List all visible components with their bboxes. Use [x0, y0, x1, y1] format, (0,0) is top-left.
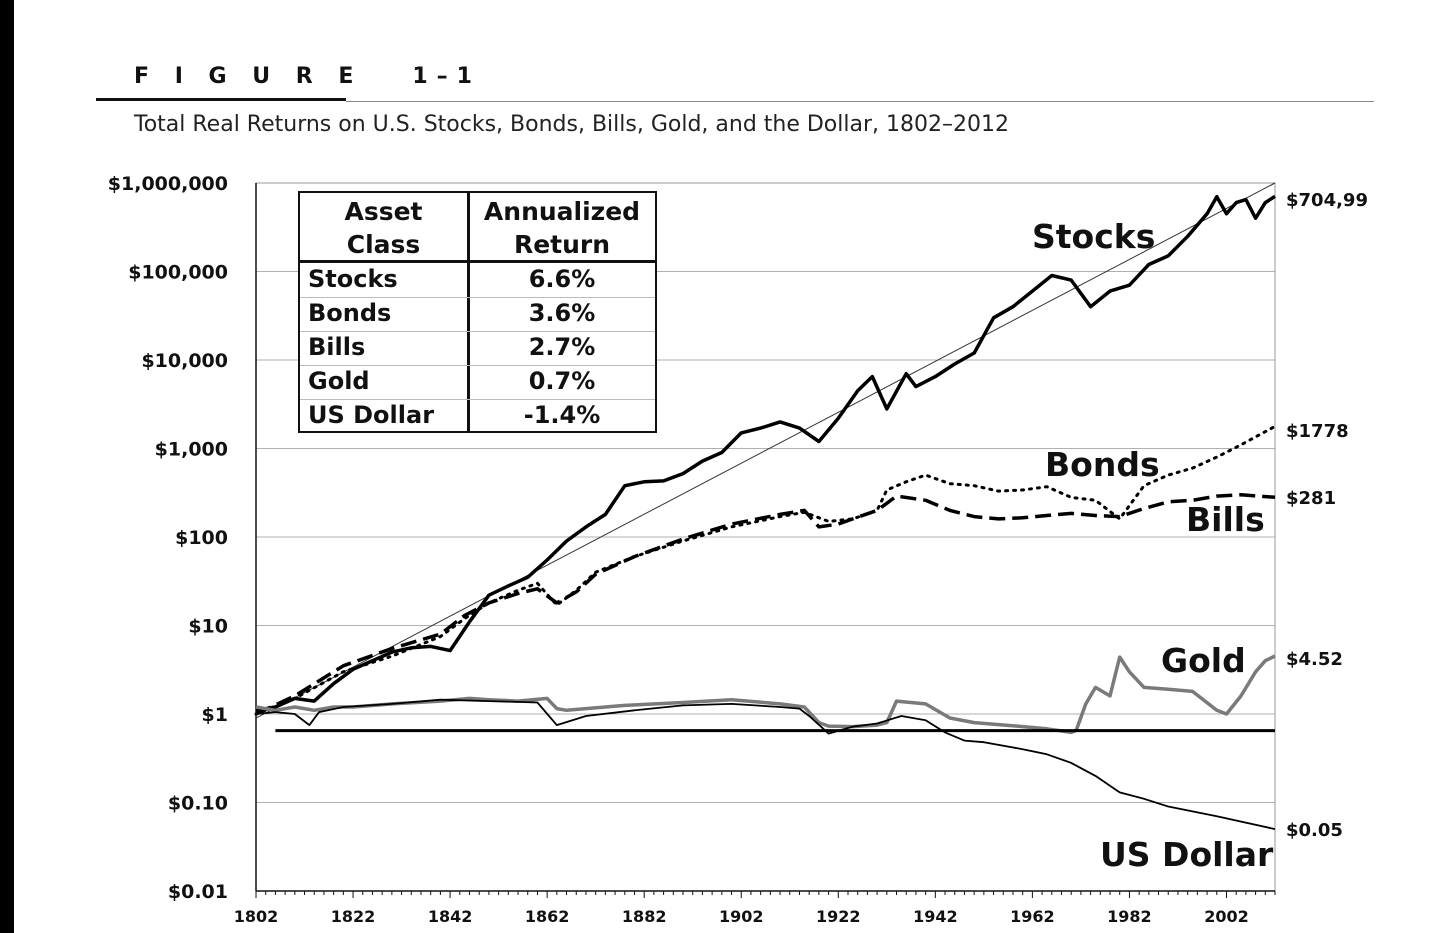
table-header-divider — [300, 260, 655, 263]
y-tick-label: $10 — [188, 616, 228, 638]
left-frame-border — [0, 0, 14, 933]
bills-series-line — [255, 493, 1276, 716]
series-end-value-label: $281 — [1286, 488, 1336, 509]
x-tick-label: 1862 — [525, 907, 570, 926]
table-row-return: 6.6% — [528, 265, 596, 293]
y-tick-label: $1 — [202, 704, 228, 726]
y-tick-label: $100,000 — [128, 262, 228, 284]
series-end-value-label: $1778 — [1286, 421, 1349, 442]
series-end-value-label: $0.05 — [1286, 820, 1343, 841]
table-row-divider — [300, 365, 655, 366]
y-tick-label: $10,000 — [141, 350, 228, 372]
series-name-annotation: Bonds — [1045, 445, 1160, 484]
table-column-divider — [467, 193, 470, 431]
series-name-annotation: Bills — [1186, 500, 1265, 539]
x-tick-label: 1802 — [234, 907, 279, 926]
series-layer — [254, 182, 1277, 830]
figure-title: Total Real Returns on U.S. Stocks, Bonds… — [134, 112, 1009, 137]
figure-label: F I G U R E 1–1 — [134, 64, 481, 89]
figure-rule-thick — [96, 98, 346, 101]
label-layer: $704,99 $1778 $281 $4.52 $0.05 Stocks Bonds Bil… — [1032, 190, 1368, 874]
table-header-return-line1: Annualized — [483, 197, 641, 226]
table-header-asset-line1: Asset — [344, 197, 423, 226]
y-tick-label: $100 — [175, 527, 228, 549]
x-tick-label: 2002 — [1204, 907, 1249, 926]
table-header-asset-line2: Class — [346, 230, 421, 259]
table-row-divider — [300, 399, 655, 400]
x-tick-label: 1842 — [428, 907, 473, 926]
table-row-asset: Stocks — [308, 265, 398, 293]
table-row-asset: Bonds — [308, 299, 392, 327]
series-name-annotation: US Dollar — [1100, 835, 1274, 874]
series-end-value-label: $4.52 — [1286, 649, 1343, 670]
x-tick-label: 1982 — [1107, 907, 1152, 926]
table-row-return: -1.4% — [523, 401, 601, 429]
series-name-annotation: Gold — [1161, 641, 1246, 680]
gold-series-line — [255, 654, 1276, 735]
stocks-series-line — [255, 194, 1276, 713]
x-tick-label: 1962 — [1010, 907, 1055, 926]
y-tick-label: $0.10 — [168, 793, 228, 815]
table-row-return: 2.7% — [528, 333, 596, 361]
bonds-series-line — [254, 424, 1277, 716]
dollar-series-line — [255, 698, 1276, 830]
table-row-divider — [300, 331, 655, 332]
x-tick-label: 1942 — [913, 907, 958, 926]
x-tick-label: 1882 — [622, 907, 667, 926]
table-row-divider — [300, 297, 655, 298]
x-tick-label: 1922 — [816, 907, 861, 926]
table-row-return: 0.7% — [528, 367, 596, 395]
table-header-asset: Asset Class — [300, 195, 467, 261]
axis-layer: $0.01 $0.10 $1 $10 $100 $1,000 $10,000 $100,000… — [108, 173, 1276, 926]
series-name-annotation: Stocks — [1032, 217, 1155, 256]
table-row-asset: US Dollar — [308, 401, 435, 429]
y-tick-label: $0.01 — [168, 881, 228, 903]
table-header-return: Annualized Return — [470, 195, 654, 261]
returns-table: Asset Class Annualized Return Stocks 6.6… — [298, 191, 657, 433]
y-tick-label: $1,000,000 — [108, 173, 228, 195]
table-header-return-line2: Return — [513, 230, 611, 259]
x-tick-label: 1822 — [331, 907, 376, 926]
x-tick-label: 1902 — [719, 907, 764, 926]
series-end-value-label: $704,99 — [1286, 190, 1368, 211]
stocks-trend-line — [255, 182, 1276, 719]
figure-rule-thin — [346, 101, 1374, 102]
table-row-asset: Gold — [308, 367, 370, 395]
y-tick-label: $1,000 — [155, 439, 228, 461]
table-row-return: 3.6% — [528, 299, 596, 327]
table-row-asset: Bills — [308, 333, 366, 361]
